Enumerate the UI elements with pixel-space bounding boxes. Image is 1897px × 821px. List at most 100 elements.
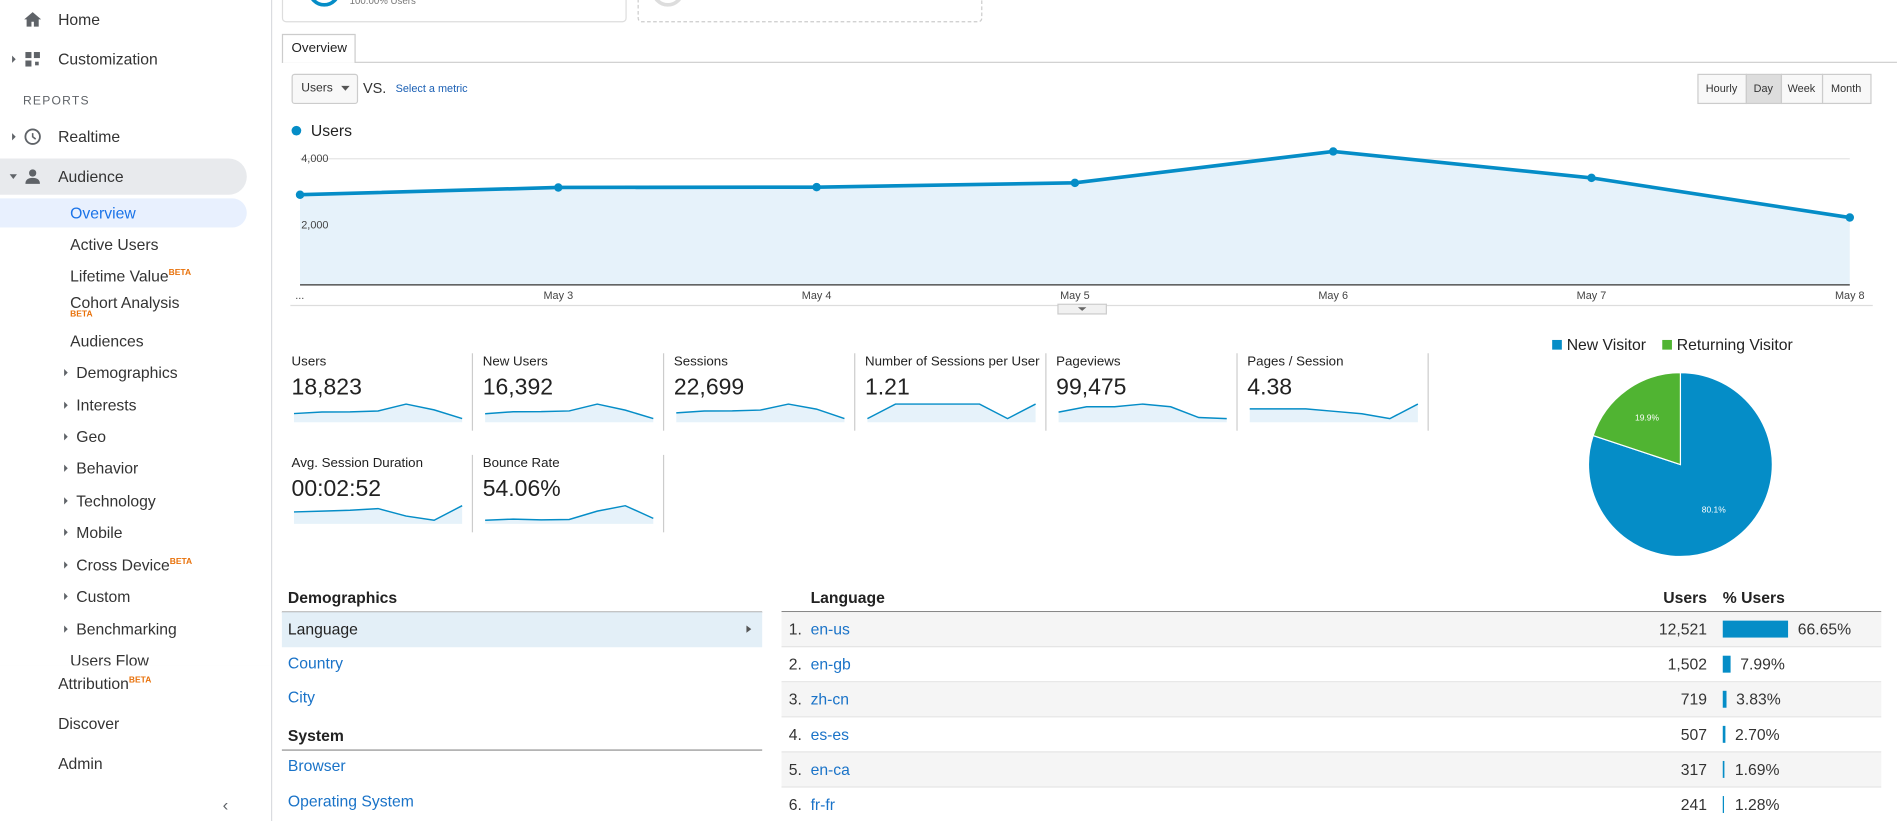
sparkline-area [867, 404, 1036, 423]
nav-item[interactable]: Home [58, 10, 100, 28]
metric-select-label[interactable]: Users [301, 81, 333, 95]
granularity-label[interactable]: Month [1831, 82, 1862, 95]
sparkline [867, 403, 1036, 420]
nav-label: Realtime [58, 127, 121, 146]
pie-label: 19.9% [1635, 414, 1660, 423]
nav-label: Lifetime Value [70, 266, 169, 285]
language-link[interactable]: fr-fr [810, 795, 836, 814]
x-tick-label: May 8 [1834, 289, 1865, 302]
y-tick-label: 2,000 [301, 218, 329, 231]
dimension-link[interactable]: Country [287, 653, 344, 673]
select-metric-link[interactable]: Select a metric [395, 82, 468, 95]
nav-item[interactable]: Lifetime ValueBETA [70, 267, 191, 285]
pie-label: 80.1% [1701, 506, 1726, 516]
top-card-text: 100.00% Users [349, 0, 416, 7]
vs-label: VS. [362, 79, 387, 97]
nav-item[interactable]: Interests [76, 396, 136, 414]
nav-item[interactable]: Discover [58, 714, 119, 732]
nav-icon [25, 52, 40, 67]
nav-label: Home [58, 10, 101, 29]
nav-item[interactable]: Overview [70, 204, 136, 222]
nav-item[interactable]: Cross DeviceBETA [76, 556, 192, 574]
section-label: REPORTS [23, 95, 90, 108]
top-card-ring-empty [654, 0, 681, 7]
language-link[interactable]: en-gb [810, 655, 851, 674]
language-link[interactable]: en-ca [810, 760, 850, 779]
granularity-label[interactable]: Day [1753, 82, 1773, 95]
nav-label: Active Users [70, 235, 159, 254]
expand-arrow [9, 174, 17, 180]
nav-item[interactable]: Audience [58, 168, 124, 186]
granularity-label[interactable]: Hourly [1705, 82, 1738, 95]
expand-arrow [12, 55, 16, 63]
nav-item[interactable]: Demographics [76, 364, 177, 382]
dimension-link[interactable]: Language [287, 620, 358, 639]
nav-item[interactable]: Users Flow [70, 651, 149, 669]
top-card-ring [311, 0, 338, 7]
nav-item[interactable]: Technology [76, 492, 156, 510]
share-bar [1722, 760, 1725, 778]
nav-label: Benchmarking [76, 620, 177, 639]
nav-item[interactable]: AttributionBETA [58, 674, 151, 692]
nav-item[interactable]: Geo [76, 428, 106, 446]
area [300, 151, 1850, 285]
expand-arrow [64, 464, 68, 472]
metric-label: Avg. Session Duration [291, 456, 423, 471]
users-cell: 241 [1680, 795, 1708, 814]
sparkline [1249, 403, 1419, 420]
sparkline-area [293, 505, 463, 524]
legend-dot [291, 125, 302, 136]
granularity-label[interactable]: Week [1787, 82, 1816, 95]
users-cell: 507 [1680, 725, 1708, 744]
nav-item[interactable]: Cohort Analysis BETA [70, 293, 180, 318]
point [1587, 173, 1596, 183]
users-cell: 719 [1680, 690, 1708, 709]
row-arrow [746, 625, 752, 633]
expand-arrow [64, 368, 68, 377]
metric-label: Users [291, 354, 327, 369]
language-link[interactable]: es-es [810, 725, 850, 744]
point [1070, 178, 1080, 188]
sidebar-clip [0, 664, 271, 666]
nav-label: Cohort Analysis [70, 293, 180, 312]
tab-label[interactable]: Overview [291, 41, 348, 56]
nav-label: Attribution [58, 674, 129, 693]
nav-item[interactable]: Customization [58, 50, 158, 68]
dimension-link[interactable]: Operating System [287, 791, 414, 810]
nav-item[interactable]: Realtime [58, 128, 120, 146]
granularity-button [1745, 73, 1783, 105]
nav-item[interactable]: Mobile [76, 523, 122, 541]
sparkline-area [1249, 404, 1418, 423]
beta-badge: BETA [168, 268, 192, 278]
nav-item[interactable]: Audiences [70, 332, 143, 350]
expand-arrow [64, 528, 68, 536]
nav-label: Audience [58, 167, 124, 186]
share-bar [1722, 796, 1725, 813]
nav-item[interactable]: Admin [58, 754, 103, 772]
grid-icon-cell [33, 52, 40, 59]
point [554, 183, 563, 192]
x-tick-label: May 3 [543, 289, 574, 302]
metric-value: 16,392 [482, 375, 554, 401]
dimension-link[interactable]: Browser [287, 756, 346, 775]
group-title: System [287, 726, 344, 745]
collapse-button[interactable]: ‹ [222, 794, 229, 815]
nav-item[interactable]: Custom [76, 587, 130, 605]
grid-icon-cell [25, 60, 32, 67]
nav-item[interactable]: Benchmarking [76, 620, 177, 638]
expand-arrow [64, 625, 68, 633]
language-link[interactable]: zh-cn [810, 690, 850, 709]
dimension-link[interactable]: City [287, 687, 316, 706]
beta-badge: BETA [70, 310, 93, 319]
metric-value: 00:02:52 [291, 476, 382, 503]
users-cell: 1,502 [1667, 655, 1708, 674]
nav-item[interactable]: Active Users [70, 235, 158, 253]
clock-hand [31, 133, 37, 140]
person-head [29, 169, 37, 177]
audience-highlight [0, 158, 247, 195]
share-bar [1722, 725, 1726, 743]
language-link[interactable]: en-us [810, 620, 850, 639]
share-label: 1.28% [1734, 795, 1780, 814]
sparkline-area [485, 404, 654, 423]
nav-item[interactable]: Behavior [76, 459, 138, 477]
